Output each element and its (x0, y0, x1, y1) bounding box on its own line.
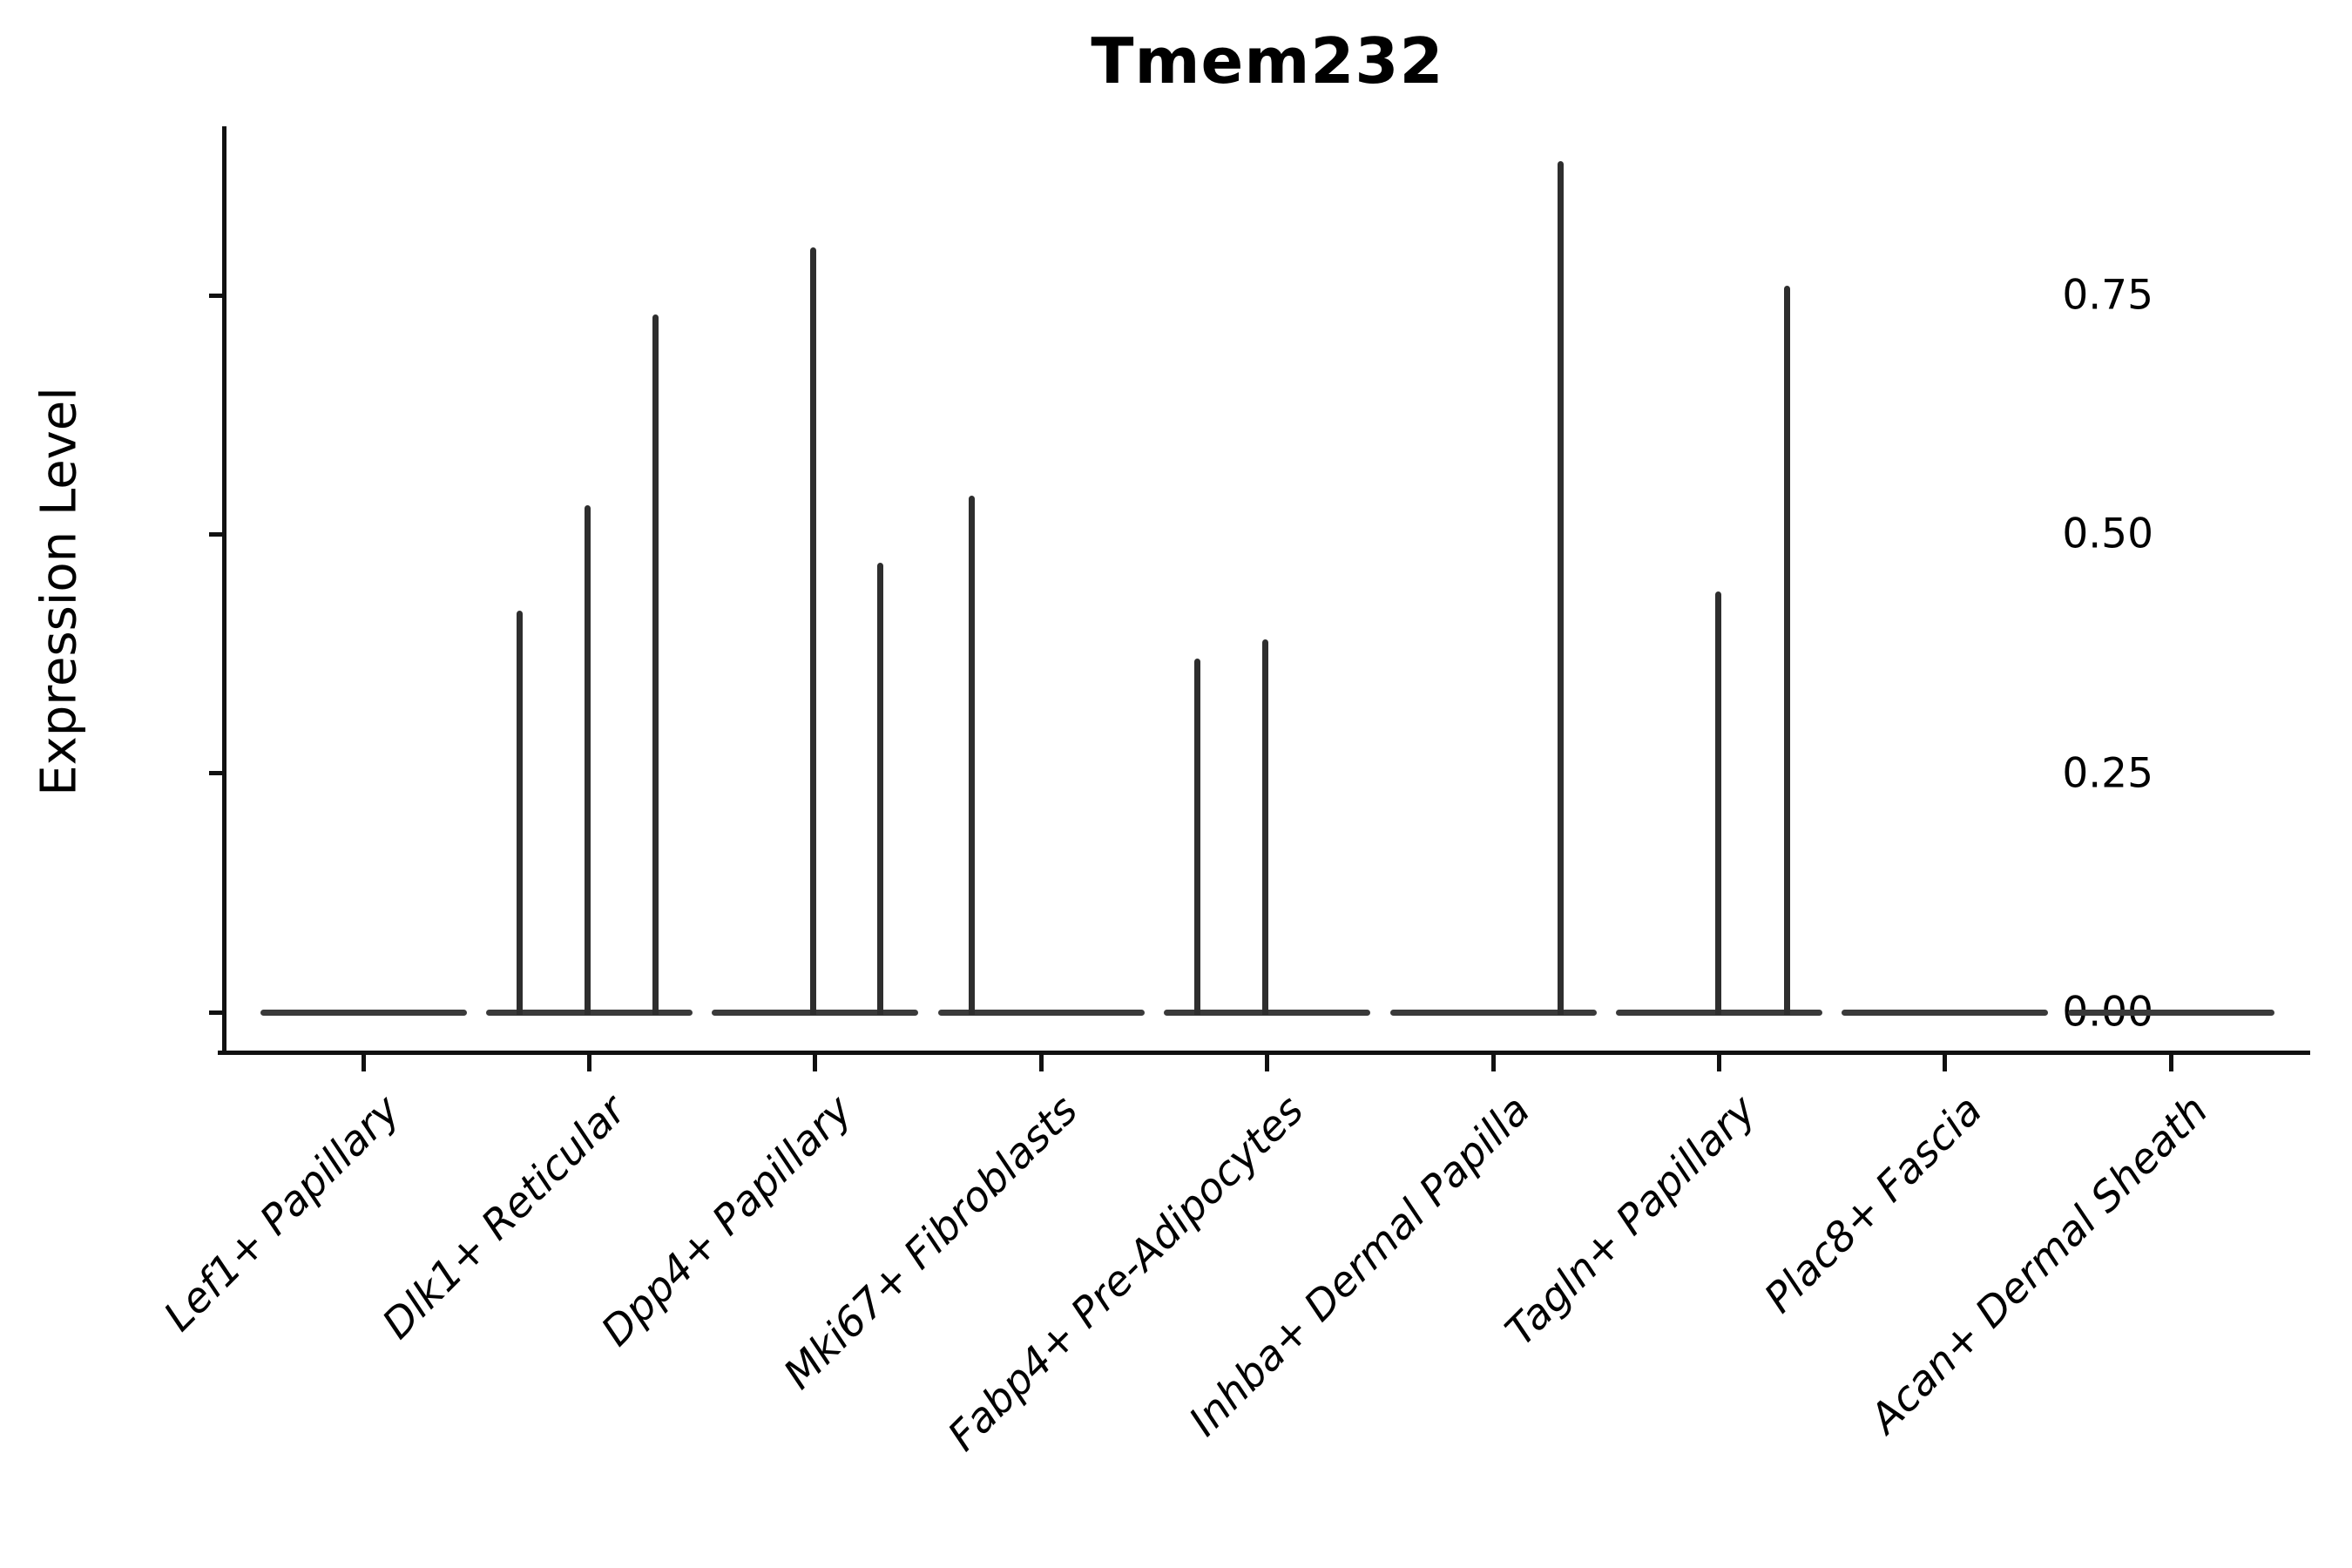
y-tick-mark (209, 293, 225, 298)
violin-baseline (1389, 1009, 1597, 1016)
x-axis-category-label: Fabp4+ Pre-Adipocytes (939, 1086, 1314, 1461)
violin-density-spike (809, 247, 816, 1015)
y-axis-label: Expression Level (30, 387, 88, 796)
y-tick-mark (209, 1010, 225, 1015)
y-tick-mark (209, 771, 225, 776)
x-tick-mark (1490, 1054, 1496, 1071)
violin-density-spike (1261, 639, 1268, 1015)
y-tick-label: 0.75 (2062, 271, 2153, 320)
violin-baseline (2067, 1009, 2274, 1016)
plot-title: Tmem232 (1091, 24, 1444, 98)
violin-baseline (937, 1009, 1145, 1016)
x-tick-mark (361, 1054, 366, 1071)
x-tick-mark (1943, 1054, 1948, 1071)
x-tick-mark (1716, 1054, 1721, 1071)
x-axis-category-label: Plac8+ Fascia (1754, 1086, 1991, 1323)
violin-baseline (1842, 1009, 2049, 1016)
violin-density-spike (652, 314, 659, 1015)
x-axis-spine (218, 1051, 2310, 1055)
x-axis-category-label: Dlk1+ Reticular (373, 1086, 636, 1348)
x-axis-category-label: Dpp4+ Papillary (591, 1086, 862, 1356)
violin-density-spike (969, 496, 976, 1015)
violin-density-spike (1714, 591, 1721, 1015)
violin-density-spike (584, 505, 591, 1015)
y-tick-label: 0.25 (2062, 749, 2153, 798)
y-tick-label: 0.50 (2062, 510, 2153, 558)
violin-density-spike (1784, 286, 1791, 1015)
violin-density-spike (1194, 658, 1201, 1015)
x-tick-mark (813, 1054, 818, 1071)
violin-density-spike (876, 563, 883, 1015)
y-axis-spine (222, 126, 226, 1055)
y-tick-mark (209, 531, 225, 537)
x-axis-category-label: Tagln+ Papillary (1496, 1086, 1766, 1355)
x-tick-mark (2168, 1054, 2173, 1071)
violin-baseline (260, 1009, 467, 1016)
violin-density-spike (516, 611, 523, 1015)
violin-density-spike (1557, 161, 1564, 1015)
x-tick-mark (1265, 1054, 1270, 1071)
x-axis-category-label: Lef1+ Papillary (154, 1086, 409, 1342)
x-tick-mark (586, 1054, 591, 1071)
x-tick-mark (1038, 1054, 1044, 1071)
